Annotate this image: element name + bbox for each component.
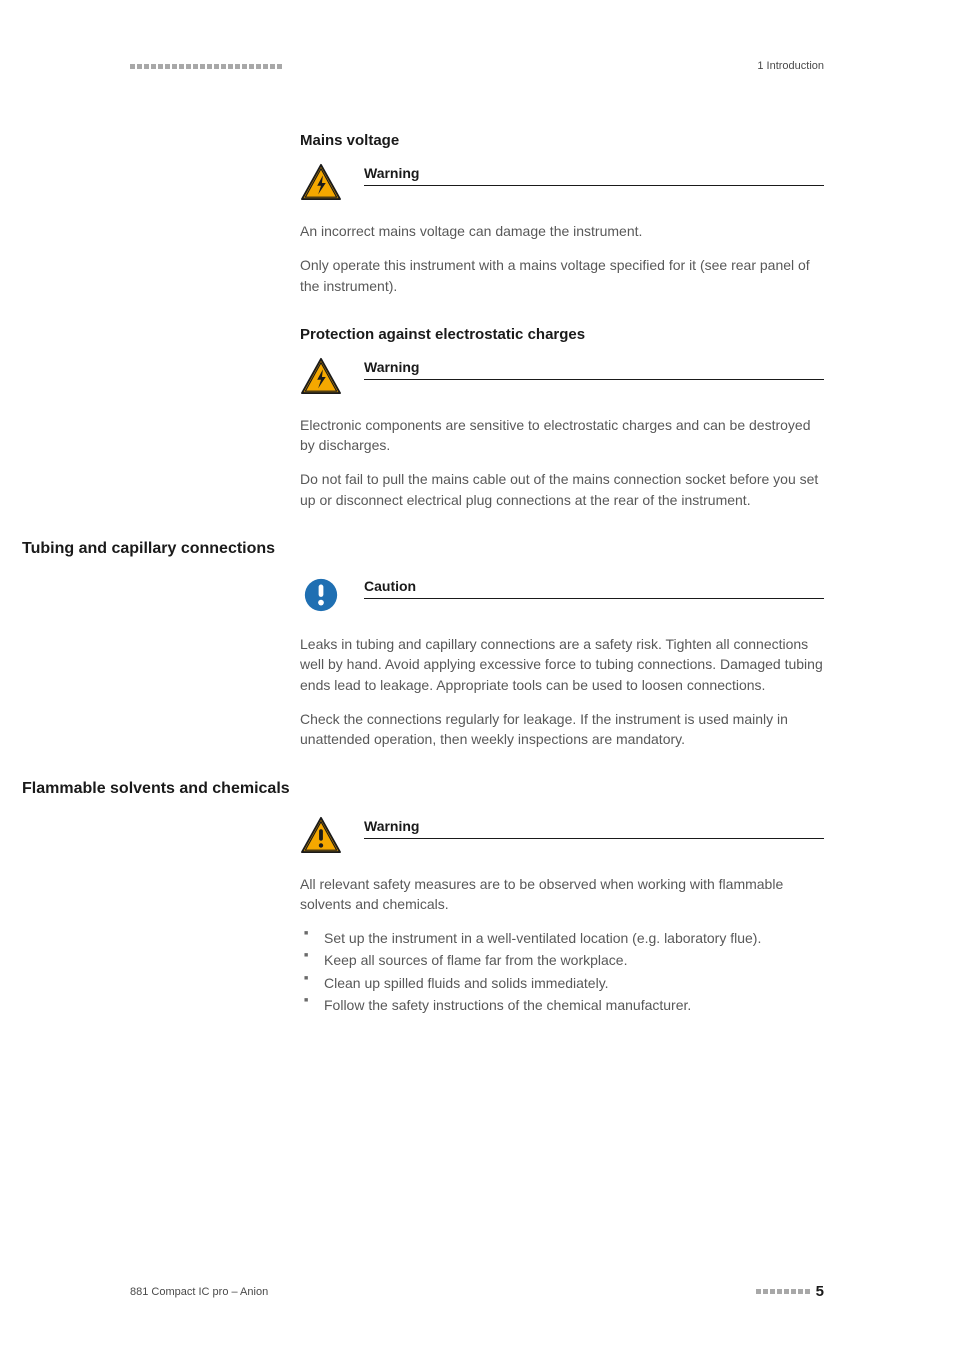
- body-text: Electronic components are sensitive to e…: [300, 415, 824, 456]
- page-header: 1 Introduction: [130, 60, 824, 72]
- callout-title: Warning: [364, 165, 824, 186]
- callout-title: Caution: [364, 578, 824, 599]
- heading-mains-voltage: Mains voltage: [300, 132, 824, 149]
- caution-icon: [300, 576, 342, 614]
- warning-electrical-icon: [300, 163, 342, 201]
- body-text: Leaks in tubing and capillary connection…: [300, 634, 824, 695]
- footer-decor-right: [756, 1289, 810, 1294]
- section-number: 1.4.3: [0, 540, 22, 558]
- callout-mains-warning: Warning An incorrect mains voltage can d…: [300, 163, 824, 296]
- footer-product-name: 881 Compact IC pro – Anion: [130, 1286, 268, 1298]
- bullet-item: Set up the instrument in a well-ventilat…: [300, 928, 824, 948]
- bullet-item: Keep all sources of flame far from the w…: [300, 950, 824, 970]
- callout-electrostatic-warning: Warning Electronic components are sensit…: [300, 357, 824, 510]
- bullet-item: Follow the safety instructions of the ch…: [300, 995, 824, 1015]
- body-text: Only operate this instrument with a main…: [300, 255, 824, 296]
- callout-title: Warning: [364, 359, 824, 380]
- heading-electrostatic: Protection against electrostatic charges: [300, 326, 824, 343]
- callout-flammable-warning: Warning All relevant safety measures are…: [300, 816, 824, 1016]
- warning-general-icon: [300, 816, 342, 854]
- page-number: 5: [816, 1283, 824, 1300]
- callout-title: Warning: [364, 818, 824, 839]
- bullet-item: Clean up spilled fluids and solids immed…: [300, 973, 824, 993]
- callout-tubing-caution: Caution Leaks in tubing and capillary co…: [300, 576, 824, 749]
- section-number: 1.4.4: [0, 780, 22, 798]
- header-decor-left: [130, 64, 282, 69]
- body-text: All relevant safety measures are to be o…: [300, 874, 824, 915]
- page-footer: 881 Compact IC pro – Anion 5: [130, 1283, 824, 1300]
- section-title-tubing: Tubing and capillary connections: [22, 540, 275, 558]
- warning-electrical-icon: [300, 357, 342, 395]
- section-breadcrumb: 1 Introduction: [757, 60, 824, 72]
- section-title-flammable: Flammable solvents and chemicals: [22, 780, 290, 798]
- body-text: Do not fail to pull the mains cable out …: [300, 469, 824, 510]
- body-text: Check the connections regularly for leak…: [300, 709, 824, 750]
- body-text: An incorrect mains voltage can damage th…: [300, 221, 824, 241]
- bullet-list: Set up the instrument in a well-ventilat…: [300, 928, 824, 1015]
